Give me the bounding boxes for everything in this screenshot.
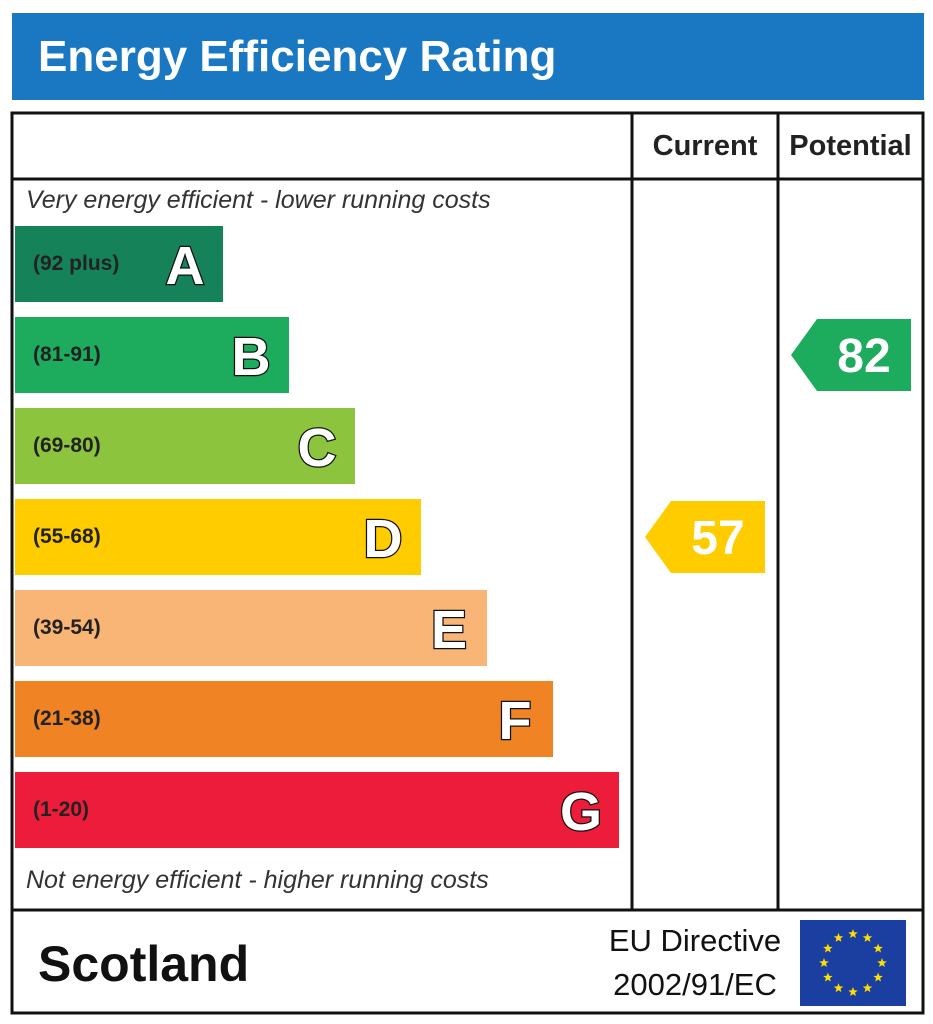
band-f: (21-38) F [15, 681, 553, 757]
eu-flag-icon [800, 920, 906, 1006]
potential-rating-value: 82 [837, 330, 890, 383]
eu-star-icon [833, 983, 844, 993]
band-range-label: (55-68) [33, 525, 101, 548]
band-g: (1-20) G [15, 772, 619, 848]
current-rating-value: 57 [691, 512, 744, 565]
eu-star-icon [848, 987, 858, 997]
band-c: (69-80) C [15, 408, 355, 484]
band-letter-b: B [232, 327, 271, 387]
band-range-label: (1-20) [33, 798, 90, 821]
current-arrow-shape [645, 501, 765, 573]
eu-star-icon [873, 972, 883, 982]
eu-star-icon [823, 972, 833, 982]
band-range-label: (21-38) [33, 707, 101, 730]
current-column-header: Current [652, 130, 758, 162]
band-range-label: (92 plus) [33, 252, 120, 275]
band-letter-c: C [298, 418, 337, 478]
band-letter-d: D [364, 509, 403, 569]
band-b: (81-91) B [15, 317, 289, 393]
top-note: Very energy efficient - lower running co… [26, 186, 491, 214]
band-e: (39-54) E [15, 590, 487, 666]
band-letter-g: G [560, 782, 602, 842]
eu-directive-number: 2002/91/EC [613, 967, 777, 1002]
band-range-label: (81-91) [33, 343, 101, 366]
current-rating-arrow: 57 [645, 501, 765, 578]
eu-star-icon [862, 932, 873, 942]
band-d: (55-68) D [15, 499, 421, 575]
region-label: Scotland [38, 936, 250, 992]
band-letter-a: A [166, 236, 205, 296]
title-banner: Energy Efficiency Rating [12, 13, 924, 100]
chart-title: Energy Efficiency Rating [38, 32, 557, 81]
eu-star-icon [873, 943, 883, 953]
eu-star-icon [823, 943, 833, 953]
band-letter-f: F [499, 691, 532, 751]
eu-star-icon [819, 958, 829, 968]
potential-arrow-shape [790, 319, 911, 391]
eu-star-icon [848, 929, 858, 939]
potential-rating-arrow: 82 [790, 319, 911, 396]
band-a: (92 plus) A [15, 226, 223, 302]
eu-star-icon [877, 958, 887, 968]
potential-column-header: Potential [789, 130, 912, 162]
eu-star-icon [862, 983, 873, 993]
eu-directive-label: EU Directive [608, 923, 782, 958]
band-range-label: (39-54) [33, 616, 101, 639]
band-letter-e: E [431, 600, 467, 660]
bottom-note: Not energy efficient - higher running co… [26, 866, 489, 894]
eu-star-icon [833, 932, 844, 942]
band-range-label: (69-80) [33, 434, 101, 457]
